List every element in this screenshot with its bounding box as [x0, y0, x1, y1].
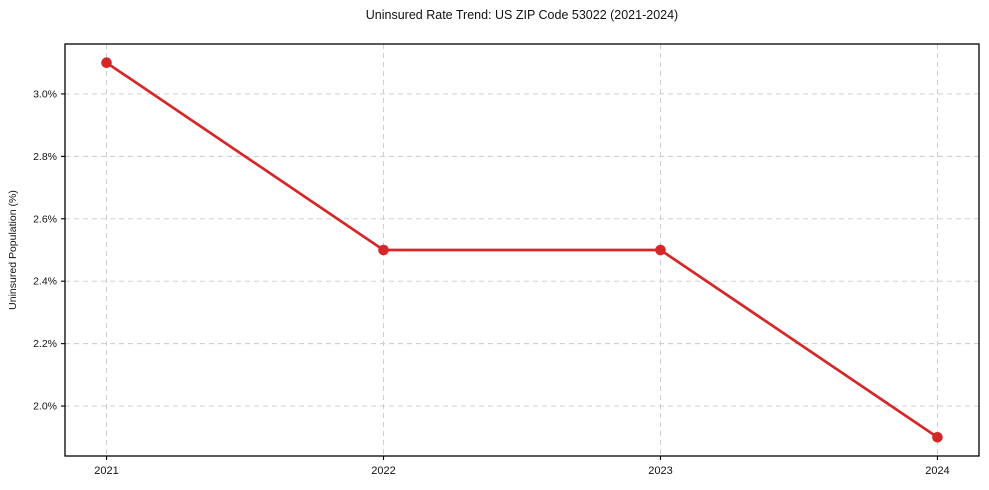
data-point-marker: [655, 244, 666, 256]
data-point-marker: [932, 431, 943, 443]
x-tick-label: 2022: [371, 465, 395, 477]
chart-title: Uninsured Rate Trend: US ZIP Code 53022 …: [365, 8, 679, 22]
trend-line: [105, 61, 939, 439]
y-tick-label: 2.2%: [33, 338, 57, 350]
plot-border: [64, 43, 980, 457]
x-tick-label: 2023: [648, 465, 672, 477]
data-point-marker: [378, 244, 389, 256]
data-point-marker: [101, 57, 112, 69]
y-tick-label: 2.0%: [33, 401, 57, 413]
y-tick-label: 2.8%: [33, 151, 57, 163]
y-tick-label: 2.6%: [33, 213, 57, 225]
y-tick-label: 2.4%: [33, 276, 57, 288]
y-tick-label: 3.0%: [33, 88, 57, 100]
x-tick-label: 2021: [94, 465, 118, 477]
y-axis-label: Uninsured Population (%): [7, 190, 19, 310]
x-tick-label: 2024: [925, 465, 949, 477]
